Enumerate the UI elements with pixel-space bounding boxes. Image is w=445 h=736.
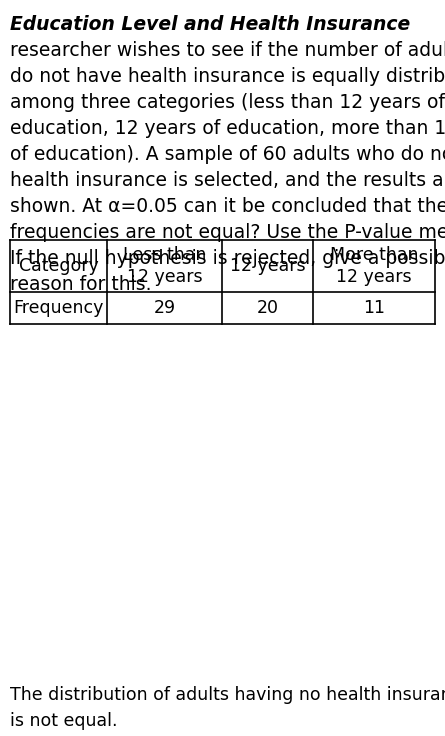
Text: reason for this.: reason for this. <box>10 275 151 294</box>
Text: More than
12 years: More than 12 years <box>330 246 418 286</box>
Text: 11: 11 <box>363 299 385 317</box>
Text: health insurance is selected, and the results are: health insurance is selected, and the re… <box>10 171 445 190</box>
Text: shown. At α=0.05 can it be concluded that the: shown. At α=0.05 can it be concluded tha… <box>10 197 445 216</box>
Text: of education). A sample of 60 adults who do not have: of education). A sample of 60 adults who… <box>10 145 445 164</box>
Text: 29: 29 <box>154 299 176 317</box>
Text: researcher wishes to see if the number of adults who: researcher wishes to see if the number o… <box>10 41 445 60</box>
Text: The distribution of adults having no health insurance: The distribution of adults having no hea… <box>10 686 445 704</box>
Text: do not have health insurance is equally distributed: do not have health insurance is equally … <box>10 67 445 86</box>
Text: frequencies are not equal? Use the P-value method.: frequencies are not equal? Use the P-val… <box>10 223 445 242</box>
Text: If the null hypothesis is rejected, give a possible: If the null hypothesis is rejected, give… <box>10 249 445 268</box>
Text: 12 years: 12 years <box>230 257 305 275</box>
Text: Category: Category <box>19 257 98 275</box>
Text: is not equal.: is not equal. <box>10 712 117 730</box>
Text: 20: 20 <box>256 299 279 317</box>
Text: among three categories (less than 12 years of: among three categories (less than 12 yea… <box>10 93 445 112</box>
Text: Frequency: Frequency <box>13 299 104 317</box>
Text: education, 12 years of education, more than 12 years: education, 12 years of education, more t… <box>10 119 445 138</box>
Text: Less than
12 years: Less than 12 years <box>123 246 206 286</box>
Text: Education Level and Health Insurance: Education Level and Health Insurance <box>10 15 410 34</box>
